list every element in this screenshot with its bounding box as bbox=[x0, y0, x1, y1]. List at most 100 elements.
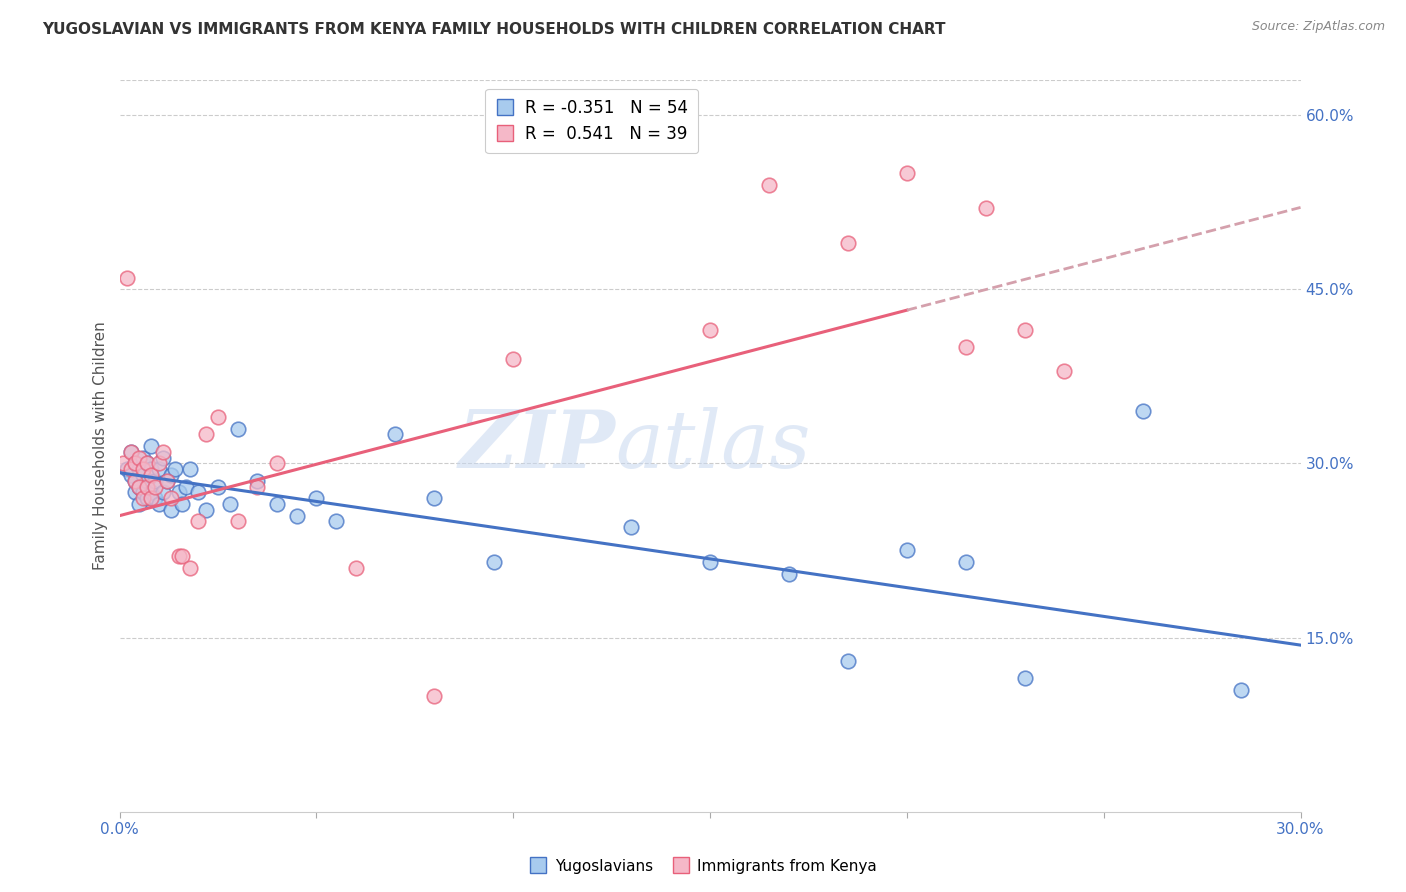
Point bbox=[112, 457, 135, 471]
Point bbox=[758, 178, 780, 192]
Point bbox=[305, 491, 328, 506]
Point bbox=[837, 235, 859, 250]
Point bbox=[187, 485, 209, 500]
Text: YUGOSLAVIAN VS IMMIGRANTS FROM KENYA FAMILY HOUSEHOLDS WITH CHILDREN CORRELATION: YUGOSLAVIAN VS IMMIGRANTS FROM KENYA FAM… bbox=[42, 22, 946, 37]
Point bbox=[195, 427, 218, 442]
Point bbox=[128, 497, 150, 511]
Point bbox=[195, 503, 218, 517]
Point bbox=[955, 340, 977, 354]
Point bbox=[132, 462, 155, 476]
Point bbox=[120, 445, 142, 459]
Point bbox=[955, 555, 977, 569]
Point bbox=[143, 474, 166, 488]
Point bbox=[502, 351, 524, 366]
Text: Source: ZipAtlas.com: Source: ZipAtlas.com bbox=[1251, 20, 1385, 33]
Point bbox=[148, 462, 170, 476]
Point bbox=[124, 474, 146, 488]
Point bbox=[1132, 404, 1154, 418]
Point bbox=[226, 515, 249, 529]
Point bbox=[132, 485, 155, 500]
Point bbox=[139, 462, 162, 476]
Point bbox=[139, 439, 162, 453]
Point bbox=[423, 689, 446, 703]
Point bbox=[207, 409, 229, 424]
Point bbox=[207, 480, 229, 494]
Point bbox=[139, 468, 162, 483]
Point bbox=[344, 561, 367, 575]
Point bbox=[132, 450, 155, 465]
Point bbox=[139, 485, 162, 500]
Point bbox=[128, 480, 150, 494]
Point bbox=[143, 491, 166, 506]
Point bbox=[128, 480, 150, 494]
Point bbox=[179, 462, 201, 476]
Point bbox=[159, 503, 181, 517]
Point bbox=[172, 549, 194, 564]
Text: atlas: atlas bbox=[616, 408, 811, 484]
Point bbox=[1014, 323, 1036, 337]
Point bbox=[159, 491, 181, 506]
Point bbox=[423, 491, 446, 506]
Point bbox=[139, 491, 162, 506]
Point bbox=[152, 445, 174, 459]
Point bbox=[120, 468, 142, 483]
Point bbox=[172, 497, 194, 511]
Point bbox=[117, 270, 139, 285]
Point bbox=[124, 457, 146, 471]
Point bbox=[482, 555, 505, 569]
Point bbox=[187, 515, 209, 529]
Point bbox=[1053, 363, 1076, 377]
Point bbox=[152, 485, 174, 500]
Point bbox=[266, 497, 288, 511]
Point bbox=[136, 457, 159, 471]
Point bbox=[148, 497, 170, 511]
Point bbox=[176, 480, 198, 494]
Point bbox=[152, 450, 174, 465]
Y-axis label: Family Households with Children: Family Households with Children bbox=[93, 322, 108, 570]
Point bbox=[124, 485, 146, 500]
Point bbox=[128, 450, 150, 465]
Point bbox=[699, 323, 721, 337]
Point bbox=[156, 474, 179, 488]
Point bbox=[159, 468, 181, 483]
Point bbox=[179, 561, 201, 575]
Point bbox=[117, 462, 139, 476]
Point bbox=[620, 520, 643, 534]
Point bbox=[132, 468, 155, 483]
Point bbox=[1230, 682, 1253, 697]
Point bbox=[148, 457, 170, 471]
Point bbox=[120, 445, 142, 459]
Legend: R = -0.351   N = 54, R =  0.541   N = 39: R = -0.351 N = 54, R = 0.541 N = 39 bbox=[485, 88, 699, 153]
Point bbox=[167, 549, 190, 564]
Legend: Yugoslavians, Immigrants from Kenya: Yugoslavians, Immigrants from Kenya bbox=[523, 853, 883, 880]
Point bbox=[246, 474, 269, 488]
Point bbox=[167, 485, 190, 500]
Point bbox=[325, 515, 347, 529]
Point bbox=[124, 457, 146, 471]
Point bbox=[384, 427, 406, 442]
Point bbox=[120, 462, 142, 476]
Point bbox=[699, 555, 721, 569]
Text: ZIP: ZIP bbox=[458, 408, 616, 484]
Point bbox=[136, 491, 159, 506]
Point bbox=[136, 474, 159, 488]
Point bbox=[218, 497, 240, 511]
Point bbox=[246, 480, 269, 494]
Point bbox=[226, 421, 249, 435]
Point bbox=[136, 480, 159, 494]
Point bbox=[136, 457, 159, 471]
Point bbox=[896, 166, 918, 180]
Point bbox=[163, 462, 186, 476]
Point bbox=[778, 566, 800, 581]
Point bbox=[1014, 671, 1036, 685]
Point bbox=[837, 654, 859, 668]
Point bbox=[285, 508, 308, 523]
Point bbox=[266, 457, 288, 471]
Point bbox=[974, 201, 997, 215]
Point bbox=[128, 462, 150, 476]
Point bbox=[143, 480, 166, 494]
Point bbox=[156, 474, 179, 488]
Point bbox=[896, 543, 918, 558]
Point bbox=[124, 474, 146, 488]
Point bbox=[132, 491, 155, 506]
